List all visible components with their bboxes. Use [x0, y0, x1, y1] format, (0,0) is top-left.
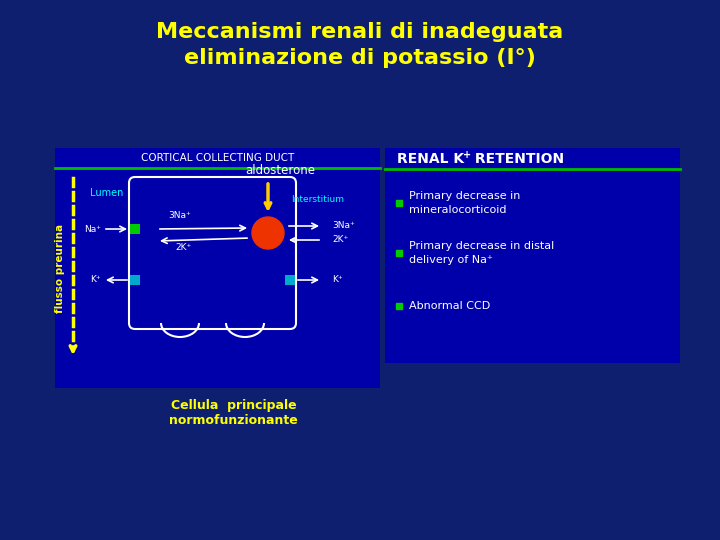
Text: Primary decrease in distal
delivery of Na⁺: Primary decrease in distal delivery of N…: [409, 241, 554, 265]
Text: Na⁺: Na⁺: [84, 225, 101, 233]
Text: Cellula  principale: Cellula principale: [171, 400, 297, 413]
Text: flusso preurina: flusso preurina: [55, 224, 65, 313]
Circle shape: [252, 217, 284, 249]
Text: Primary decrease in
mineralocorticoid: Primary decrease in mineralocorticoid: [409, 191, 521, 215]
Bar: [130, 275, 140, 285]
Text: K⁺: K⁺: [91, 275, 101, 285]
Text: CORTICAL COLLECTING DUCT: CORTICAL COLLECTING DUCT: [141, 153, 294, 163]
Text: eliminazione di potassio (I°): eliminazione di potassio (I°): [184, 48, 536, 68]
Text: aldosterone: aldosterone: [245, 165, 315, 178]
Text: normofunzionante: normofunzionante: [169, 415, 298, 428]
Text: RENAL K: RENAL K: [397, 152, 464, 166]
Text: Meccanismi renali di inadeguata: Meccanismi renali di inadeguata: [156, 22, 564, 42]
Bar: [385, 148, 680, 363]
Text: 3Na⁺: 3Na⁺: [332, 221, 355, 231]
Bar: [285, 275, 295, 285]
Text: 2K⁺: 2K⁺: [332, 235, 348, 245]
Text: RETENTION: RETENTION: [470, 152, 564, 166]
Bar: [55, 148, 380, 388]
FancyBboxPatch shape: [129, 177, 296, 329]
Text: Interstitium: Interstitium: [292, 194, 344, 204]
Text: 2K⁺: 2K⁺: [175, 244, 191, 253]
Bar: [130, 224, 140, 234]
Text: K⁺: K⁺: [332, 275, 343, 285]
Text: Abnormal CCD: Abnormal CCD: [409, 301, 490, 311]
Text: 3Na⁺: 3Na⁺: [168, 212, 192, 220]
Text: Lumen: Lumen: [90, 188, 124, 198]
Text: +: +: [463, 150, 471, 160]
